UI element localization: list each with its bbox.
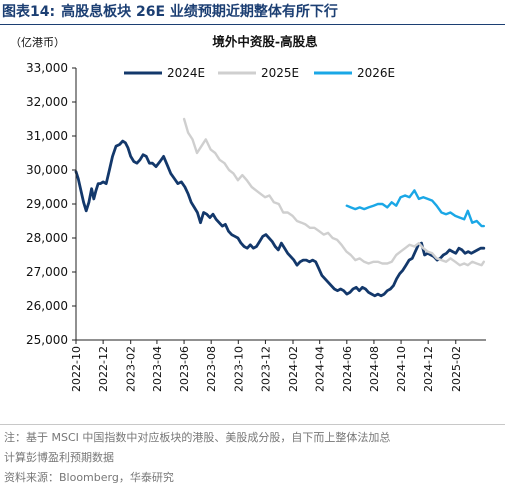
- y-tick-label: 31,000: [26, 129, 68, 143]
- series-line-2025e: [182, 117, 485, 267]
- source-line: 资料来源：Bloomberg，华泰研究: [4, 471, 174, 484]
- notes: 注：基于 MSCI 中国指数中对应板块的港股、美股成分股，自下而上整体法加总 计…: [4, 428, 501, 488]
- y-tick-label: 32,000: [26, 95, 68, 109]
- x-tick-label: 2023-06: [178, 346, 191, 392]
- x-tick-label: 2024-10: [395, 346, 408, 392]
- series-line-2026e: [345, 189, 485, 228]
- x-tick-label: 2024-06: [341, 346, 354, 392]
- x-tick-label: 2023-02: [125, 346, 138, 392]
- x-tick-label: 2024-08: [368, 346, 381, 392]
- x-tick-label: 2023-12: [259, 346, 272, 392]
- x-tick-label: 2023-10: [232, 346, 245, 392]
- legend-label-2025e: 2025E: [261, 66, 299, 80]
- legend: 2024E 2025E 2026E: [124, 66, 395, 80]
- y-tick-label: 29,000: [26, 197, 68, 211]
- legend-label-2024e: 2024E: [167, 66, 205, 80]
- figure-title-bar: 图表14: 高股息板块 26E 业绩预期近期整体有所下行: [0, 0, 505, 22]
- y-unit-label: （亿港币）: [10, 36, 65, 49]
- note-rule: [0, 424, 505, 425]
- y-tick-label: 33,000: [26, 61, 68, 75]
- legend-label-2026e: 2026E: [357, 66, 395, 80]
- x-tick-label: 2022-12: [97, 346, 110, 392]
- line-chart: （亿港币） 境外中资股-高股息 2024E 2025E 2026E 25,000…: [10, 34, 486, 392]
- title-rule: [0, 24, 505, 25]
- note-line-2: 计算彭博盈利预期数据: [4, 451, 114, 464]
- x-tick-label: 2023-08: [205, 346, 218, 392]
- x-tick-label: 2023-04: [151, 346, 164, 392]
- y-tick-label: 30,000: [26, 163, 68, 177]
- figure-label: 图表14:: [2, 4, 56, 20]
- x-tick-label: 2025-02: [450, 346, 463, 392]
- y-tick-label: 28,000: [26, 231, 68, 245]
- y-tick-label: 25,000: [26, 333, 68, 347]
- x-axis-ticks: 2022-10 2022-12 2023-02 2023-04 2023-06 2023-…: [70, 340, 463, 392]
- x-tick-label: 2022-10: [70, 346, 83, 392]
- figure-title: 高股息板块 26E 业绩预期近期整体有所下行: [61, 4, 338, 20]
- y-tick-label: 27,000: [26, 265, 68, 279]
- y-tick-label: 26,000: [26, 299, 68, 313]
- y-axis-ticks: 25,000 26,000 27,000 28,000 29,000 30,000 31,0…: [26, 61, 76, 347]
- x-tick-label: 2024-12: [422, 346, 435, 392]
- x-tick-label: 2024-02: [287, 346, 300, 392]
- series-line-2024e: [74, 139, 486, 298]
- chart-title: 境外中资股-高股息: [212, 34, 318, 49]
- series-layer: [74, 117, 486, 298]
- x-tick-label: 2024-04: [314, 346, 327, 392]
- note-line-1: 注：基于 MSCI 中国指数中对应板块的港股、美股成分股，自下而上整体法加总: [4, 431, 391, 444]
